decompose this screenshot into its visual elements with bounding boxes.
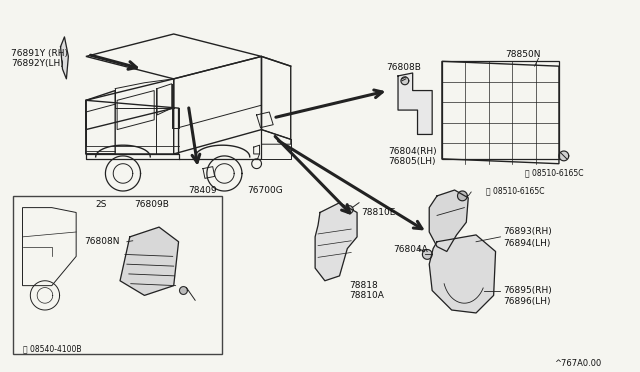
Bar (13, 196, 223, 354)
Polygon shape (422, 250, 432, 259)
Text: 76808B: 76808B (387, 63, 421, 72)
Polygon shape (401, 77, 409, 85)
Polygon shape (429, 190, 468, 251)
Text: 76804(RH): 76804(RH) (388, 147, 437, 156)
Text: 76804A: 76804A (393, 245, 428, 254)
Text: 76700G: 76700G (247, 186, 283, 195)
Text: Ⓢ 08510-6165C: Ⓢ 08510-6165C (486, 186, 544, 195)
Polygon shape (458, 191, 467, 201)
Polygon shape (346, 206, 353, 214)
Polygon shape (61, 37, 68, 79)
Text: 78818: 78818 (349, 281, 378, 290)
Text: 78409: 78409 (188, 186, 217, 195)
Text: 76895(RH): 76895(RH) (504, 286, 552, 295)
Text: 78850N: 78850N (506, 49, 541, 59)
Polygon shape (180, 286, 188, 294)
Text: 76891Y (RH): 76891Y (RH) (11, 49, 68, 58)
Text: 76896(LH): 76896(LH) (504, 297, 551, 306)
Text: ^767A0.00: ^767A0.00 (554, 359, 602, 368)
Text: 76894(LH): 76894(LH) (504, 239, 551, 248)
Text: 76805(LH): 76805(LH) (388, 157, 436, 166)
Text: Ⓢ 08540-4100B: Ⓢ 08540-4100B (22, 344, 81, 353)
Text: 76808N: 76808N (84, 237, 120, 246)
Text: 76809B: 76809B (134, 200, 170, 209)
Bar (442, 61, 559, 159)
Polygon shape (429, 235, 495, 313)
Text: 78810A: 78810A (349, 291, 384, 299)
Text: Ⓢ 08510-6165C: Ⓢ 08510-6165C (525, 169, 583, 177)
Text: 2S: 2S (95, 200, 107, 209)
Polygon shape (398, 73, 432, 134)
Text: 76892Y(LH): 76892Y(LH) (11, 60, 63, 68)
Text: 76893(RH): 76893(RH) (504, 227, 552, 236)
Polygon shape (315, 203, 357, 281)
Polygon shape (559, 151, 569, 161)
Polygon shape (120, 227, 179, 295)
Text: 78810E: 78810E (361, 208, 396, 217)
